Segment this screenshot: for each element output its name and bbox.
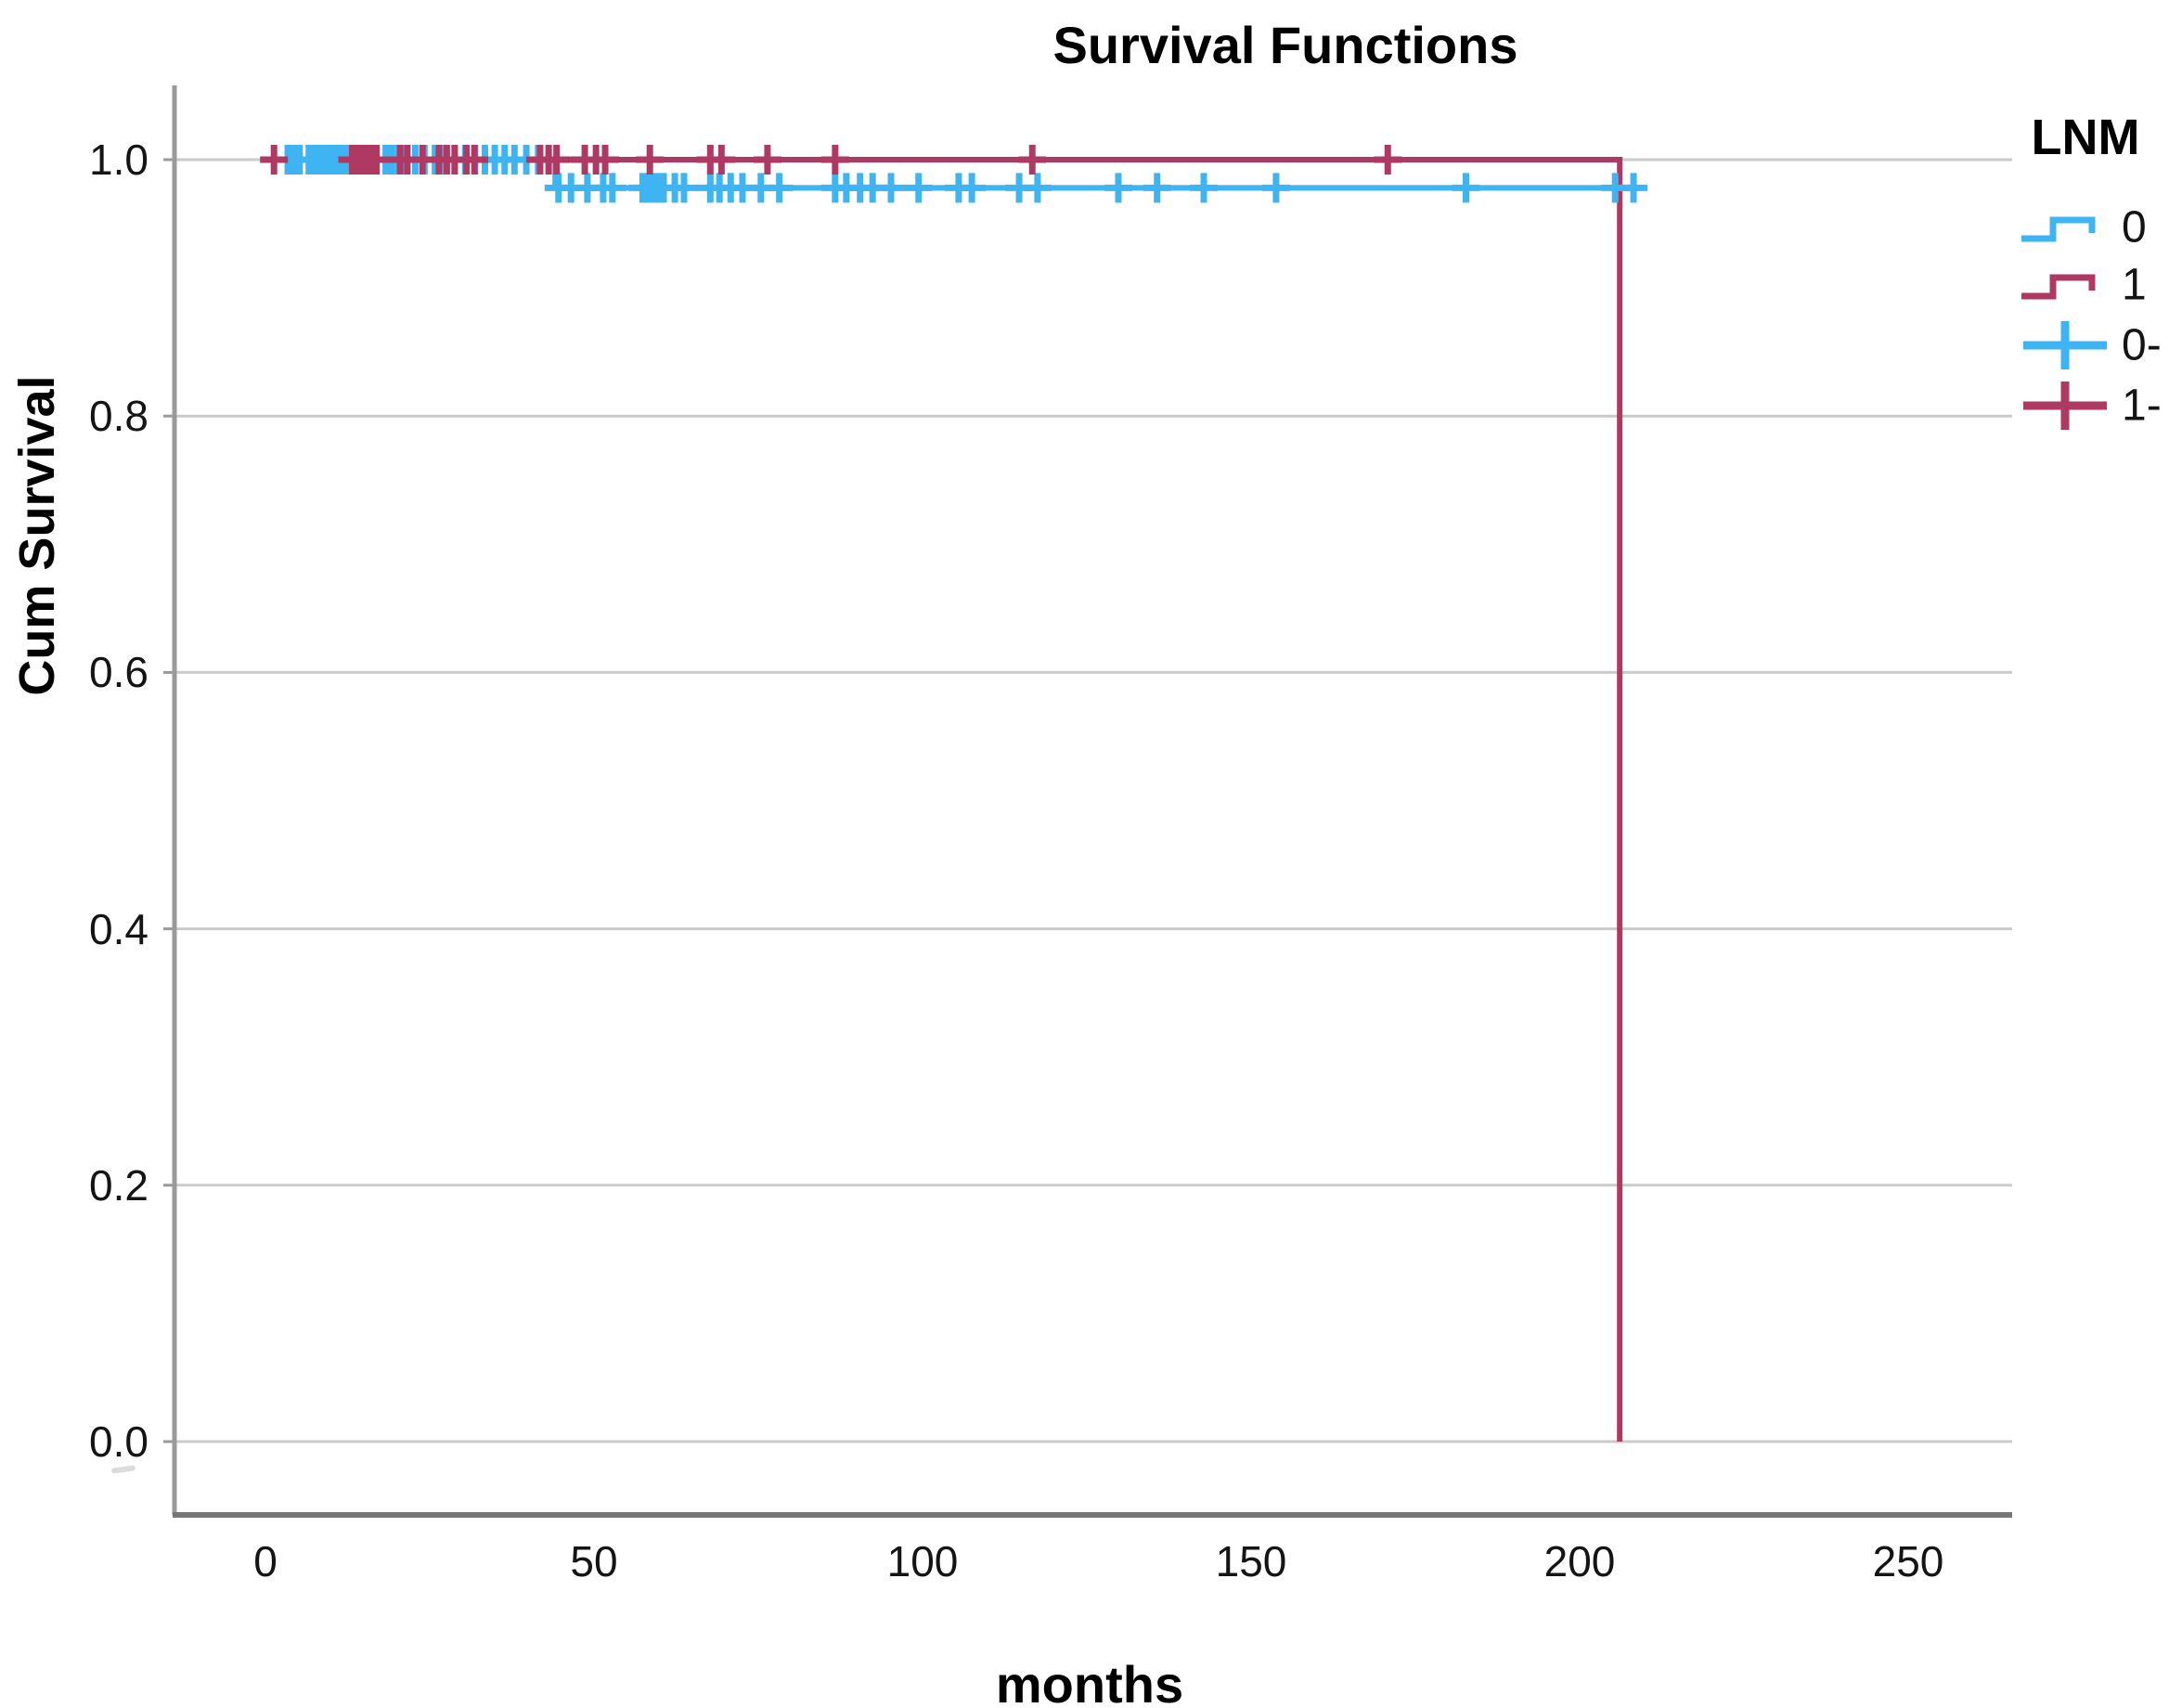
- x-tick-label-50: 50: [570, 1537, 618, 1585]
- y-tick-label-0.4: 0.4: [89, 904, 148, 953]
- legend-step-swatch-1: [2021, 274, 2096, 300]
- x-axis-title: months: [995, 1655, 1184, 1708]
- survival-curve-group-1: [268, 157, 1623, 1442]
- legend-label-1-: 1-: [2122, 381, 2162, 431]
- x-tick-label-150: 150: [1215, 1537, 1287, 1585]
- legend-label-0-: 0-: [2122, 320, 2162, 370]
- legend-step-swatch-0: [2021, 216, 2096, 242]
- x-tick-label-0: 0: [253, 1537, 278, 1585]
- chart-title: Survival Functions: [1052, 16, 1518, 74]
- y-tick-label-0.6: 0.6: [89, 648, 148, 697]
- y-tick-label-0.8: 0.8: [89, 392, 148, 441]
- legend-label-1: 1: [2122, 260, 2147, 310]
- y-axis-title: Cum Survival: [9, 375, 65, 696]
- legend-label-0: 0: [2122, 202, 2147, 252]
- y-tick-label-0.2: 0.2: [89, 1160, 148, 1210]
- legend-title: LNM: [2031, 110, 2140, 165]
- y-tick-label-0.0: 0.0: [89, 1417, 148, 1466]
- y-tick-label-1.0: 1.0: [89, 136, 148, 184]
- x-tick-label-200: 200: [1543, 1537, 1616, 1585]
- x-tick-label-250: 250: [1872, 1537, 1944, 1585]
- x-tick-label-100: 100: [886, 1537, 959, 1585]
